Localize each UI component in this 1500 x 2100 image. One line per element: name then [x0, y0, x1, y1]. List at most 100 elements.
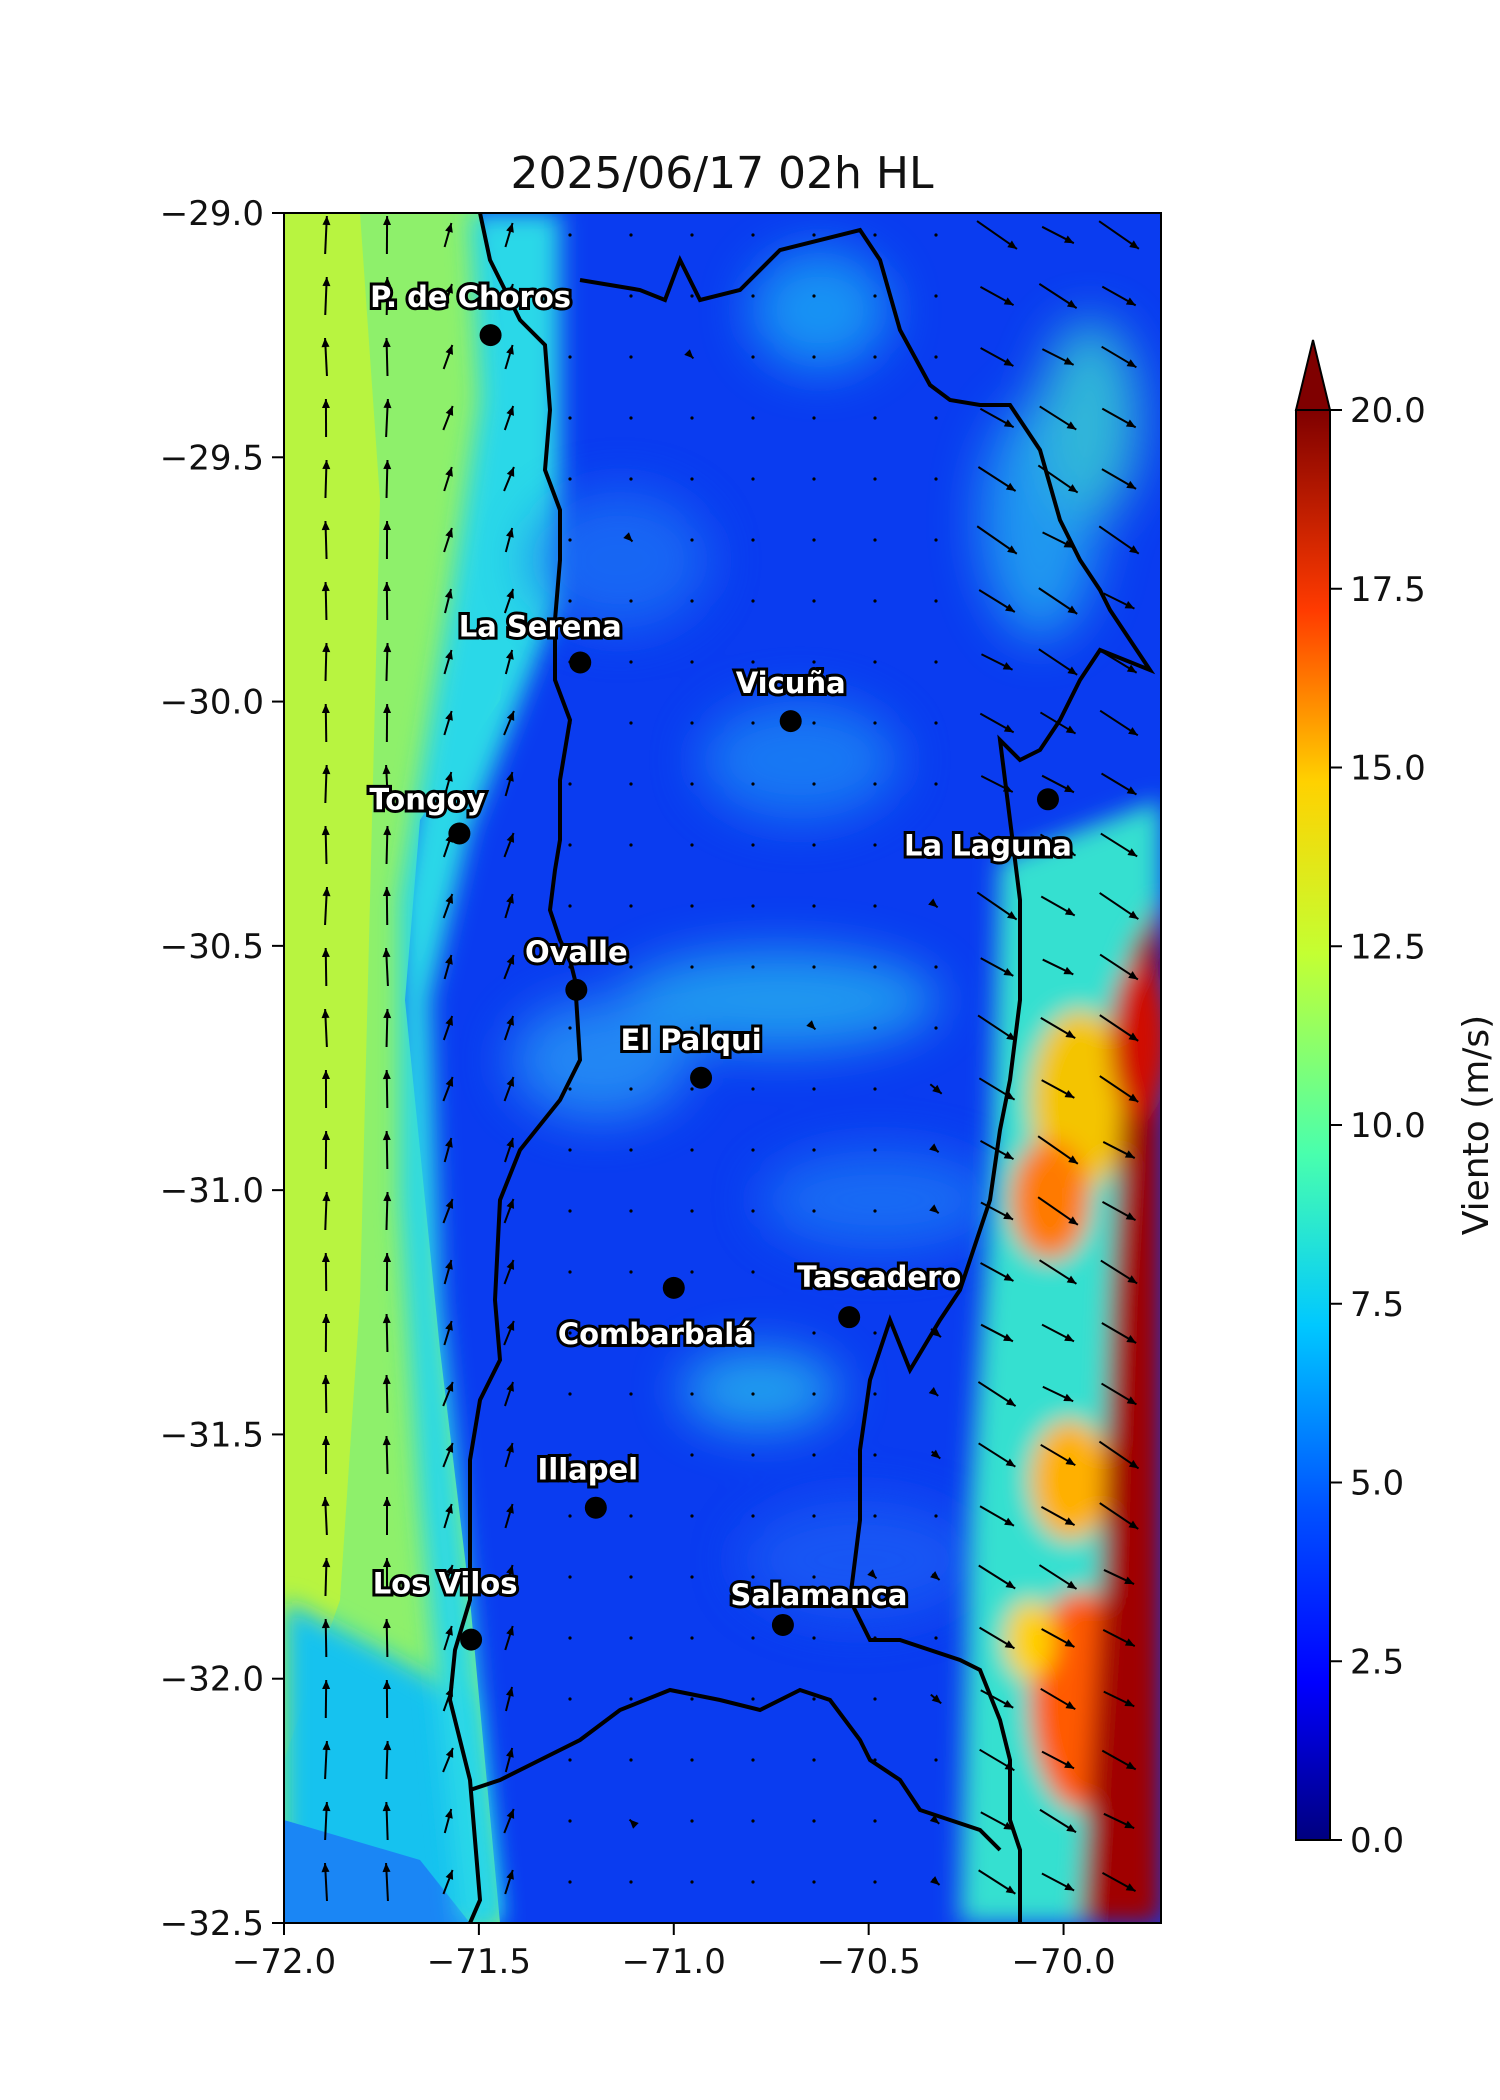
wind-speed-field: P. de Choros La Serena Vicuña Tongoy La Lagu…	[284, 213, 1161, 1923]
region-border	[579, 227, 1156, 1923]
wind-vector	[383, 398, 392, 438]
wind-vector	[751, 1880, 755, 1884]
wind-vector	[812, 1697, 816, 1701]
wind-vector	[873, 233, 877, 237]
wind-vector	[751, 1026, 755, 1030]
wind-vector	[504, 1503, 514, 1529]
wind-vector	[1042, 958, 1074, 976]
wind-vector	[873, 721, 877, 725]
wind-vector	[504, 1564, 514, 1590]
wind-vector	[873, 416, 877, 420]
wind-vector	[383, 459, 392, 499]
wind-vector	[979, 1505, 1015, 1527]
city-marker	[1036, 788, 1059, 811]
wind-vector	[568, 1209, 572, 1213]
wind-vector	[873, 965, 877, 969]
wind-vector	[934, 843, 938, 847]
wind-vector	[751, 1270, 755, 1274]
colorbar-extend-arrow	[1294, 339, 1332, 411]
wind-vector	[568, 1636, 572, 1640]
wind-vector	[322, 1740, 331, 1780]
wind-vector	[690, 1880, 694, 1884]
wind-vector	[1037, 1196, 1079, 1226]
wind-vector	[1041, 1079, 1075, 1099]
wind-vector	[503, 588, 515, 614]
wind-vector	[382, 581, 391, 621]
wind-vector	[503, 832, 515, 858]
y-tick-label: −31.0	[160, 1171, 264, 1211]
x-tick-label: −70.5	[817, 1942, 921, 1982]
colorbar: 0.0 2.5 5.0 7.5 10.0 12.5 15.0 17.5 20.0 Viento …	[1294, 339, 1497, 1861]
wind-vector	[443, 466, 453, 492]
wind-vector	[873, 1514, 877, 1518]
wind-vector	[751, 1453, 755, 1457]
wind-vector	[443, 527, 453, 553]
wind-vector	[690, 721, 694, 725]
wind-vector	[812, 1209, 816, 1213]
wind-vector	[321, 520, 330, 560]
wind-vector	[690, 1575, 694, 1579]
city-label: Salamanca	[730, 1578, 907, 1612]
wind-vector	[934, 538, 938, 542]
wind-vector	[568, 1758, 572, 1762]
wind-vector	[690, 599, 694, 603]
city-marker	[569, 651, 592, 674]
wind-vector	[322, 642, 331, 682]
wind-vector	[690, 1514, 694, 1518]
wind-vector	[568, 1148, 572, 1152]
wind-vector	[1041, 1628, 1075, 1648]
wind-vector	[934, 660, 938, 664]
city-label: P. de Choros	[370, 280, 571, 314]
wind-vector	[322, 1191, 331, 1231]
x-tick-label: −72.0	[232, 1942, 336, 1982]
colorbar-tick-label: 5.0	[1350, 1464, 1404, 1504]
wind-vector	[690, 1819, 694, 1823]
wind-vector	[751, 477, 755, 481]
wind-vector	[1041, 348, 1075, 366]
wind-vector	[1038, 283, 1078, 309]
wind-vector	[980, 957, 1014, 977]
wind-vector	[812, 1331, 816, 1335]
city-marker	[662, 1276, 685, 1299]
wind-vector	[1099, 1502, 1139, 1530]
wind-vector	[934, 1270, 938, 1274]
wind-vector	[568, 1026, 572, 1030]
wind-vector	[929, 1083, 943, 1095]
colorbar-tick-label: 10.0	[1350, 1106, 1426, 1146]
wind-vector	[568, 294, 572, 298]
wind-vector	[629, 1514, 633, 1518]
wind-vector	[812, 294, 816, 298]
wind-vectors	[321, 215, 1140, 1902]
wind-vector	[751, 1209, 755, 1213]
wind-vector	[812, 843, 816, 847]
wind-vector	[443, 1137, 453, 1163]
x-axis: −72.0 −71.5 −71.0 −70.5 −70.0	[232, 1923, 1116, 1982]
wind-vector	[1103, 1569, 1135, 1585]
wind-vector	[751, 294, 755, 298]
wind-vector	[629, 1270, 633, 1274]
colorbar-gradient	[1296, 410, 1330, 1840]
wind-vector	[690, 1270, 694, 1274]
wind-vector	[442, 1076, 454, 1102]
city-label: Tascadero	[797, 1260, 961, 1294]
wind-vector	[690, 1453, 694, 1457]
city-label: Illapel	[538, 1453, 639, 1487]
wind-vector	[1040, 1687, 1076, 1711]
wind-vector	[1041, 1323, 1075, 1343]
wind-vector	[751, 1514, 755, 1518]
wind-vector	[503, 466, 515, 492]
wind-vector	[322, 276, 331, 316]
wind-vector	[321, 337, 330, 377]
wind-vector	[382, 886, 391, 926]
wind-vector	[1039, 1808, 1077, 1834]
colorbar-label: Viento (m/s)	[1456, 1015, 1497, 1235]
wind-vector	[382, 1679, 391, 1719]
wind-vector	[873, 538, 877, 542]
wind-vector	[503, 1198, 515, 1224]
wind-vector	[568, 782, 572, 786]
wind-vector	[690, 294, 694, 298]
wind-vector	[812, 660, 816, 664]
wind-vector	[442, 1198, 454, 1224]
wind-vector	[1101, 468, 1137, 490]
